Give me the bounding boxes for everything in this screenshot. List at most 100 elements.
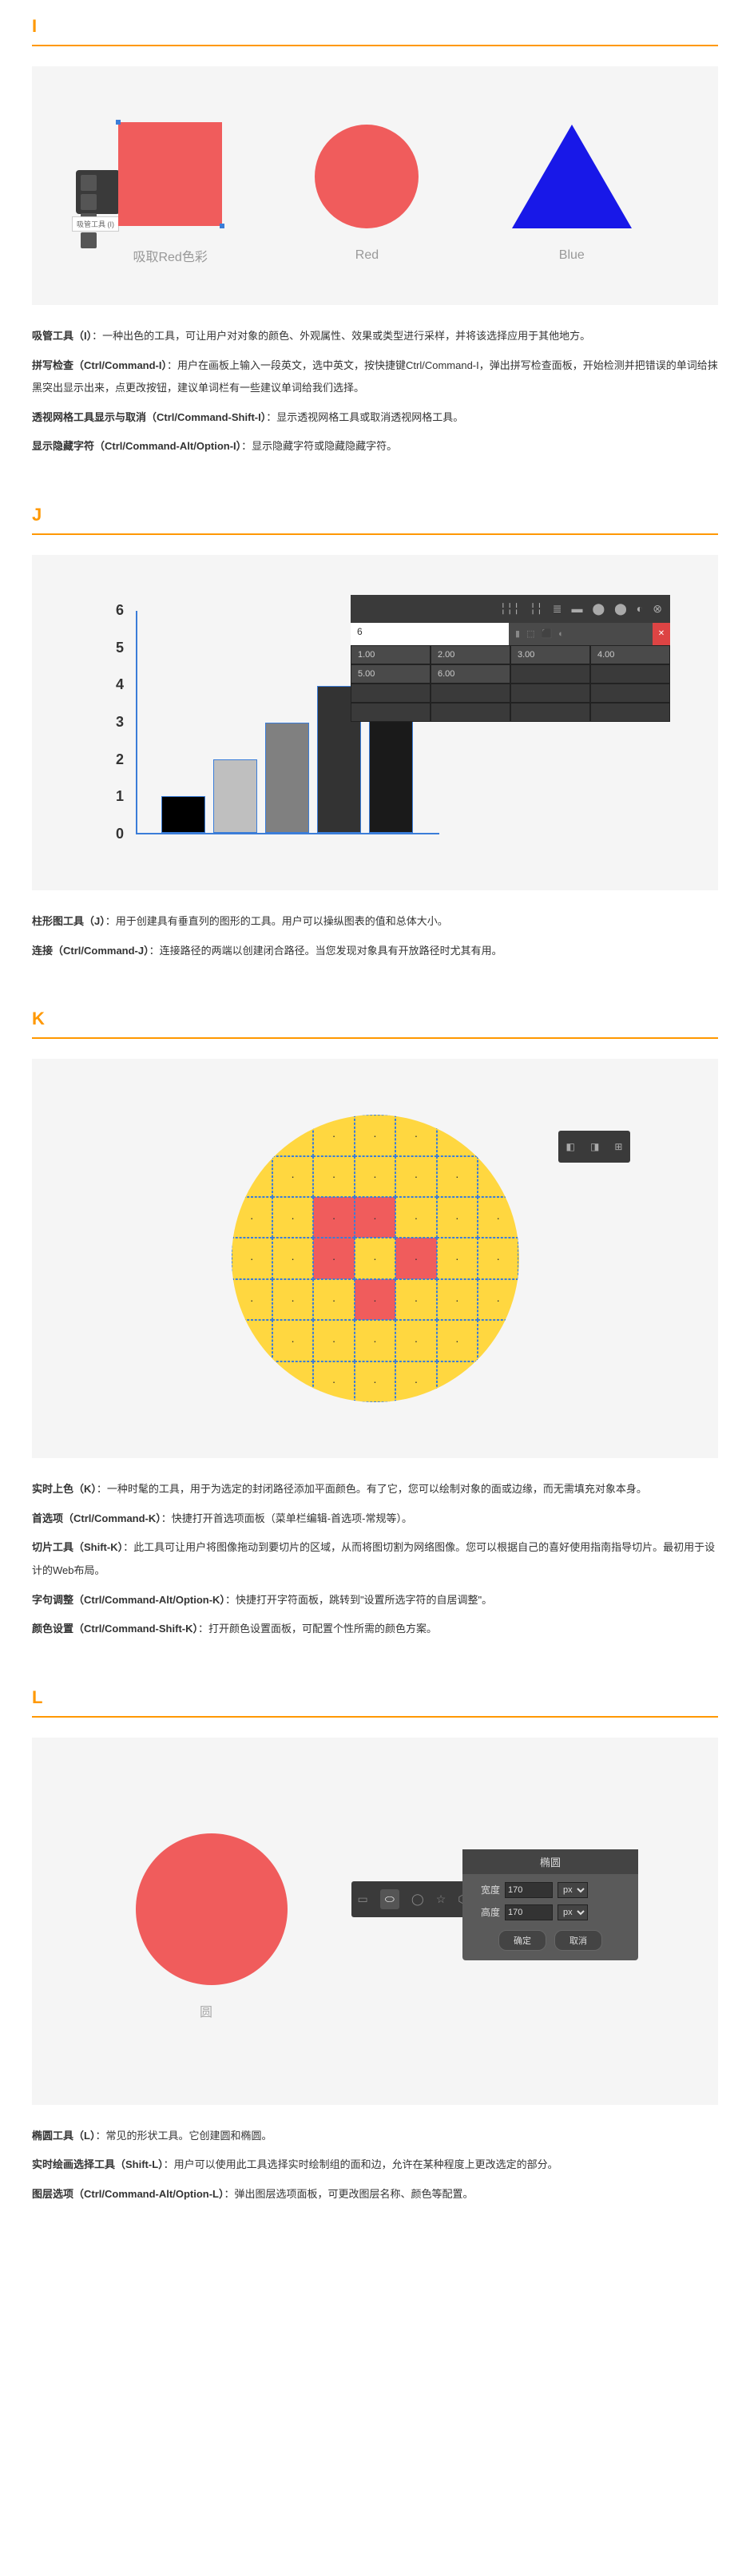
paint-cell[interactable] xyxy=(232,1197,272,1238)
paint-cell[interactable] xyxy=(437,1279,478,1320)
paint-cell[interactable] xyxy=(355,1279,395,1320)
grid-cell[interactable] xyxy=(510,703,590,722)
paint-cell[interactable] xyxy=(478,1320,518,1361)
grid-cell[interactable] xyxy=(431,684,510,703)
grid-cell[interactable] xyxy=(590,684,670,703)
paint-cell[interactable] xyxy=(437,1320,478,1361)
chart-type-icon[interactable]: ╎╎╎ xyxy=(500,602,520,616)
paint-cell[interactable] xyxy=(355,1238,395,1278)
width-input[interactable] xyxy=(505,1882,553,1898)
paint-cell[interactable] xyxy=(313,1238,354,1278)
paint-cell[interactable] xyxy=(232,1115,272,1155)
paint-cell[interactable] xyxy=(478,1197,518,1238)
grid-cell[interactable]: 6.00 xyxy=(431,664,510,684)
y-tick-label: 3 xyxy=(116,714,124,731)
shape-tool-icon[interactable]: ⬭ xyxy=(380,1889,399,1909)
chart-type-icon[interactable]: ▬ xyxy=(571,602,582,615)
paint-cell[interactable] xyxy=(313,1361,354,1402)
paint-cell[interactable] xyxy=(395,1361,436,1402)
chart-type-icon[interactable]: ⬤ xyxy=(614,602,627,616)
paint-cell[interactable] xyxy=(395,1115,436,1155)
chart-bar xyxy=(265,723,309,833)
swatch-icon[interactable]: ⊞ xyxy=(614,1141,622,1152)
ok-button[interactable]: 确定 xyxy=(498,1930,546,1951)
paint-cell[interactable] xyxy=(437,1197,478,1238)
paint-cell[interactable] xyxy=(478,1279,518,1320)
paint-cell[interactable] xyxy=(272,1320,313,1361)
grid-cell[interactable] xyxy=(590,664,670,684)
grid-cell[interactable] xyxy=(590,703,670,722)
paint-cell[interactable] xyxy=(437,1115,478,1155)
paint-cell[interactable] xyxy=(437,1361,478,1402)
height-unit[interactable]: px xyxy=(558,1904,588,1920)
paint-cell[interactable] xyxy=(437,1238,478,1278)
chart-bar xyxy=(161,796,205,833)
paint-cell[interactable] xyxy=(395,1238,436,1278)
chart-type-icon[interactable]: ⊗ xyxy=(653,602,662,616)
grid-cell[interactable] xyxy=(510,684,590,703)
figure-j: 6543210 ╎╎╎╎╎≣▬⬤⬤◐⊗ 6 ▮⬚⬛◐ ✕ 1.002.003.0… xyxy=(32,555,718,890)
grid-cell[interactable]: 3.00 xyxy=(510,645,590,664)
cancel-button[interactable]: 取消 xyxy=(554,1930,602,1951)
paint-cell[interactable] xyxy=(272,1279,313,1320)
paint-cell[interactable] xyxy=(313,1156,354,1197)
live-paint-circle xyxy=(232,1115,519,1402)
paint-cell[interactable] xyxy=(355,1115,395,1155)
shape-tool-icon[interactable]: ◯ xyxy=(411,1892,424,1906)
grid-cell[interactable] xyxy=(351,703,431,722)
eyedropper-tooltip: 吸管工具 (I) xyxy=(72,216,119,232)
paint-cell[interactable] xyxy=(355,1320,395,1361)
paint-cell[interactable] xyxy=(355,1197,395,1238)
paint-cell[interactable] xyxy=(272,1115,313,1155)
shape-tool-icon[interactable]: ☆ xyxy=(436,1892,446,1906)
paint-cell[interactable] xyxy=(355,1361,395,1402)
grid-cell[interactable] xyxy=(351,684,431,703)
swatch-icon[interactable]: ◨ xyxy=(590,1141,599,1152)
height-input[interactable] xyxy=(505,1904,553,1920)
panel-icon[interactable]: ▮ xyxy=(515,628,520,639)
paint-cell[interactable] xyxy=(395,1197,436,1238)
chart-value-input[interactable]: 6 xyxy=(351,623,509,645)
paint-cell[interactable] xyxy=(272,1238,313,1278)
panel-icon[interactable]: ◐ xyxy=(558,629,564,639)
close-icon[interactable]: ✕ xyxy=(653,623,670,645)
width-unit[interactable]: px xyxy=(558,1882,588,1898)
grid-cell[interactable] xyxy=(431,703,510,722)
paint-cell[interactable] xyxy=(232,1361,272,1402)
shape-tool-icon[interactable]: ▭ xyxy=(358,1892,368,1906)
paint-cell[interactable] xyxy=(232,1238,272,1278)
paint-cell[interactable] xyxy=(395,1279,436,1320)
panel-icon[interactable]: ⬛ xyxy=(541,628,552,639)
paint-cell[interactable] xyxy=(478,1156,518,1197)
paint-cell[interactable] xyxy=(272,1361,313,1402)
chart-type-icon[interactable]: ◐ xyxy=(637,602,643,615)
grid-cell[interactable]: 5.00 xyxy=(351,664,431,684)
paint-cell[interactable] xyxy=(313,1320,354,1361)
panel-icon[interactable]: ⬚ xyxy=(526,628,534,639)
chart-type-icon[interactable]: ⬤ xyxy=(592,602,605,616)
y-tick-label: 2 xyxy=(116,751,124,768)
paint-cell[interactable] xyxy=(355,1156,395,1197)
grid-cell[interactable] xyxy=(510,664,590,684)
paint-cell[interactable] xyxy=(313,1279,354,1320)
paint-cell[interactable] xyxy=(313,1197,354,1238)
grid-cell[interactable]: 1.00 xyxy=(351,645,431,664)
paint-cell[interactable] xyxy=(272,1156,313,1197)
paint-cell[interactable] xyxy=(395,1320,436,1361)
live-paint-panel: ◧ ◨ ⊞ xyxy=(558,1131,630,1163)
paint-cell[interactable] xyxy=(232,1156,272,1197)
paint-cell[interactable] xyxy=(478,1238,518,1278)
paint-cell[interactable] xyxy=(272,1197,313,1238)
paint-cell[interactable] xyxy=(478,1361,518,1402)
swatch-icon[interactable]: ◧ xyxy=(566,1141,575,1152)
grid-cell[interactable]: 4.00 xyxy=(590,645,670,664)
paint-cell[interactable] xyxy=(232,1279,272,1320)
chart-type-icon[interactable]: ≣ xyxy=(553,602,562,616)
paint-cell[interactable] xyxy=(232,1320,272,1361)
paint-cell[interactable] xyxy=(437,1156,478,1197)
paint-cell[interactable] xyxy=(313,1115,354,1155)
paint-cell[interactable] xyxy=(395,1156,436,1197)
chart-type-icon[interactable]: ╎╎ xyxy=(530,602,543,616)
grid-cell[interactable]: 2.00 xyxy=(431,645,510,664)
paint-cell[interactable] xyxy=(478,1115,518,1155)
